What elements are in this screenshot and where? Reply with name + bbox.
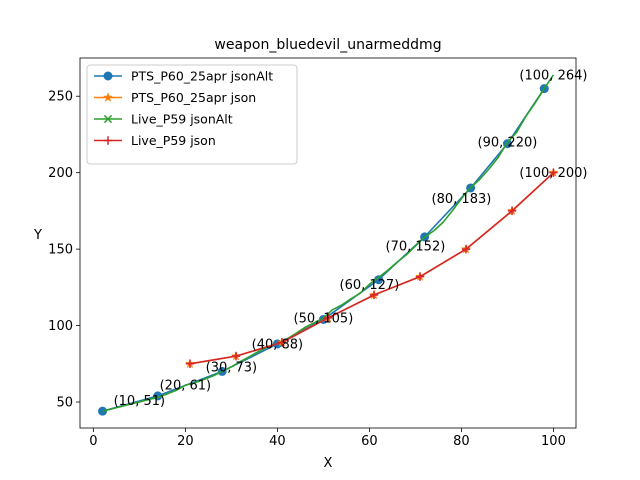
y-tick-label: 200 xyxy=(48,166,73,181)
legend-label: Live_P59 jsonAlt xyxy=(131,112,233,127)
data-point xyxy=(323,313,333,323)
data-point xyxy=(277,338,287,347)
y-tick-label: 250 xyxy=(48,90,73,105)
data-point xyxy=(98,406,108,416)
data-label: (100, 264) xyxy=(519,68,587,83)
legend-marker xyxy=(103,114,113,124)
data-label: (100, 200) xyxy=(519,166,587,181)
legend-marker xyxy=(103,71,113,81)
legend-item: PTS_P60_25apr json xyxy=(94,90,256,105)
legend-item: Live_P59 json xyxy=(94,133,216,148)
data-point xyxy=(231,351,241,361)
x-tick-label: 40 xyxy=(269,434,286,449)
y-axis: 50 100 150 200 250 xyxy=(48,90,80,411)
legend-item: Live_P59 jsonAlt xyxy=(94,112,233,127)
data-label: (90, 220) xyxy=(478,136,538,151)
x-tick-label: 100 xyxy=(541,434,566,449)
data-label: (10, 51) xyxy=(114,394,166,409)
data-point xyxy=(461,244,471,254)
legend-marker xyxy=(103,136,113,145)
x-tick-label: 80 xyxy=(453,434,470,449)
data-label: (20, 61) xyxy=(160,379,212,394)
chart-title: weapon_bluedevil_unarmeddmg xyxy=(214,37,441,53)
legend-label: PTS_P60_25apr json xyxy=(131,90,256,105)
data-label: (70, 152) xyxy=(386,240,446,255)
data-label: (50, 105) xyxy=(294,311,354,326)
legend-marker xyxy=(102,92,114,102)
data-label: (80, 183) xyxy=(432,192,492,207)
x-tick-label: 20 xyxy=(177,434,194,449)
axes-frame xyxy=(79,57,577,429)
legend-label: PTS_P60_25apr jsonAlt xyxy=(131,69,273,84)
x-tick-label: 0 xyxy=(89,434,97,449)
y-tick-label: 50 xyxy=(56,396,73,411)
y-axis-label: Y xyxy=(33,228,42,243)
data-annotations: (10, 51)(20, 61) (30, 73) (40, 88) (50, 105… xyxy=(114,68,588,409)
data-point xyxy=(507,206,517,216)
legend: PTS_P60_25apr jsonAlt PTS_P60_25apr json L… xyxy=(86,64,298,165)
series-3 xyxy=(185,168,558,368)
legend-box xyxy=(86,64,298,165)
data-point xyxy=(415,272,425,281)
x-axis: 0 20 40 60 80 100 xyxy=(89,428,566,449)
legend-item: PTS_P60_25apr jsonAlt xyxy=(94,69,273,84)
data-label: (60, 127) xyxy=(340,278,400,293)
x-tick-label: 60 xyxy=(361,434,378,449)
plot-area xyxy=(98,74,559,416)
data-point xyxy=(549,168,558,177)
y-tick-label: 150 xyxy=(48,243,73,258)
y-tick-label: 100 xyxy=(48,319,73,334)
data-label: (30, 73) xyxy=(206,360,258,375)
legend-label: Live_P59 json xyxy=(131,133,216,148)
data-point xyxy=(185,359,195,368)
data-label: (40, 88) xyxy=(252,337,304,352)
x-axis-label: X xyxy=(324,456,333,471)
data-point xyxy=(369,290,379,300)
